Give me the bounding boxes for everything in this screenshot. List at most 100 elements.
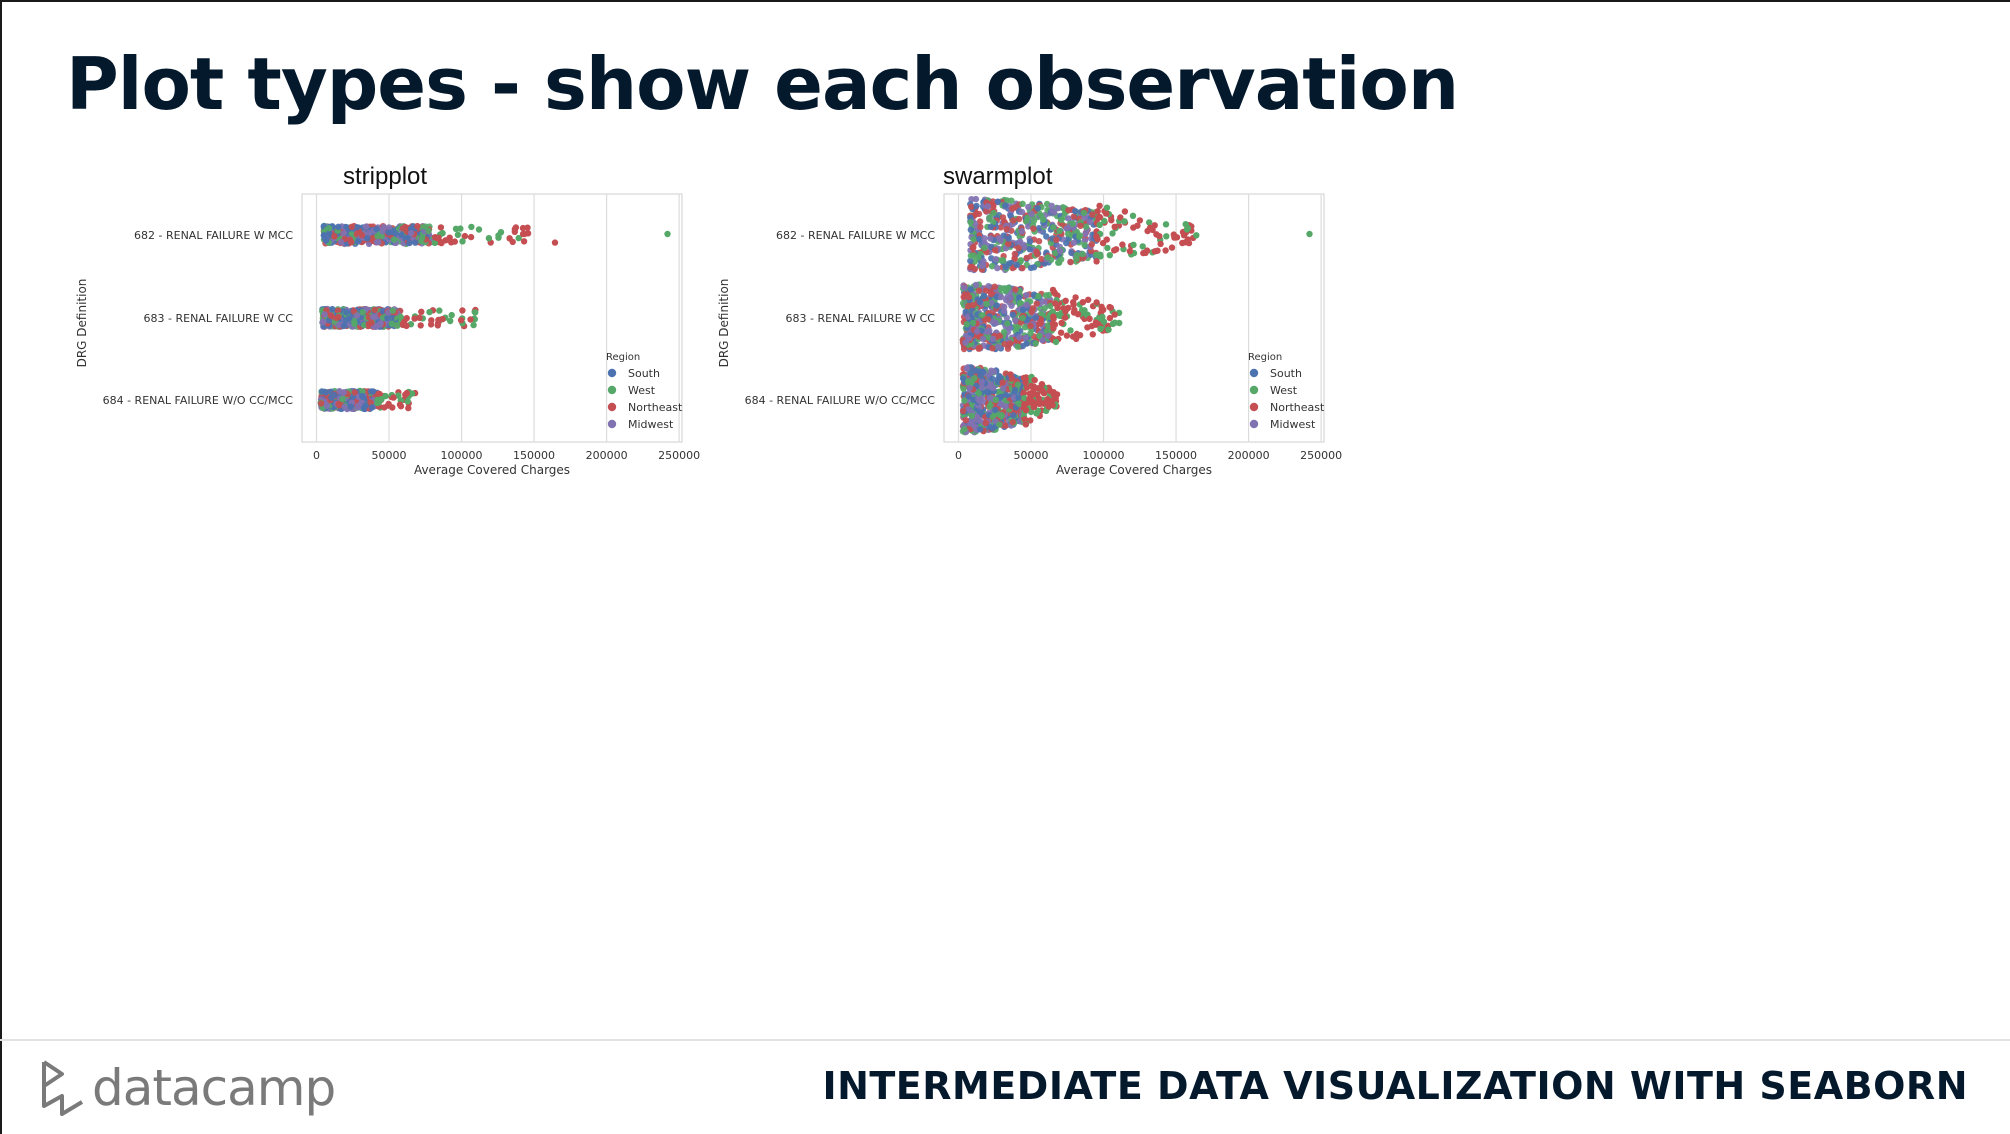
- tail-point-1-0: [1108, 217, 1115, 224]
- tail-point-1-2: [1020, 390, 1027, 397]
- data-point-1-0: [1015, 244, 1022, 252]
- data-point-1-0: [1050, 224, 1057, 231]
- tail-point-1-1: [1092, 319, 1100, 326]
- data-point-1-0: [1049, 207, 1056, 215]
- data-point-0-0: [325, 225, 333, 232]
- tail-point-1-0: [1111, 223, 1118, 230]
- data-point-0-0: [406, 239, 413, 247]
- tail-point-1-0: [1121, 218, 1128, 225]
- data-point-1-0: [967, 219, 974, 226]
- data-point-0-1: [389, 307, 396, 314]
- tail-point-1-1: [1074, 311, 1082, 318]
- tail-point-0-0: [439, 229, 446, 237]
- data-point-0-0: [412, 239, 419, 246]
- data-point-1-0: [1057, 216, 1065, 223]
- x-tick-label-0-1: 50000: [372, 449, 407, 462]
- tail-point-1-1: [1106, 303, 1113, 311]
- tail-point-1-1: [1093, 299, 1100, 306]
- tail-point-1-2: [1042, 399, 1049, 406]
- data-point-1-0: [1076, 232, 1084, 239]
- tail-point-0-0: [551, 239, 559, 246]
- data-point-1-2: [1000, 385, 1007, 392]
- data-point-1-1: [1044, 322, 1052, 329]
- tail-point-1-0: [1121, 208, 1129, 215]
- tail-point-1-0: [1130, 241, 1137, 248]
- tail-point-0-0: [437, 224, 445, 231]
- tail-point-1-1: [1067, 327, 1074, 334]
- data-point-1-0: [1055, 205, 1062, 212]
- data-point-0-0: [380, 224, 387, 231]
- data-point-1-2: [963, 365, 970, 372]
- tail-point-1-0: [1182, 221, 1189, 228]
- data-point-1-2: [961, 426, 968, 433]
- data-point-1-2: [976, 426, 984, 433]
- data-point-1-0: [1053, 236, 1060, 243]
- tail-point-1-0: [1154, 247, 1161, 254]
- data-point-0-2: [335, 400, 342, 408]
- tail-point-1-2: [1039, 387, 1046, 394]
- legend-marker-0-1: [607, 385, 617, 395]
- data-point-1-0: [1082, 223, 1090, 230]
- data-point-1-0: [1025, 223, 1032, 230]
- data-point-1-1: [1016, 294, 1023, 301]
- tail-point-1-2: [1022, 374, 1030, 381]
- tail-point-0-0: [515, 234, 522, 242]
- tail-point-0-0: [506, 235, 513, 242]
- tail-point-1-2: [1026, 390, 1033, 397]
- x-tick-label-0-4: 200000: [586, 449, 628, 462]
- data-point-1-1: [1035, 293, 1042, 300]
- data-point-1-1: [1045, 332, 1052, 339]
- data-point-1-0: [987, 235, 994, 242]
- data-point-1-2: [1010, 412, 1017, 419]
- tail-point-1-1: [1086, 315, 1093, 322]
- tail-point-1-0: [1103, 204, 1111, 211]
- data-point-1-2: [996, 421, 1003, 428]
- data-point-0-0: [390, 236, 398, 243]
- data-point-1-0: [1035, 238, 1043, 245]
- tail-point-1-0: [1093, 233, 1100, 240]
- data-point-1-1: [1023, 340, 1030, 347]
- x-tick-label-1-0: 0: [955, 449, 962, 462]
- tail-point-0-1: [436, 307, 443, 314]
- data-point-1-0: [1081, 241, 1088, 249]
- data-point-1-1: [1006, 340, 1014, 347]
- data-point-1-2: [988, 367, 995, 374]
- data-point-1-0: [1002, 202, 1009, 209]
- data-point-1-2: [959, 375, 967, 382]
- tail-point-1-2: [1050, 391, 1057, 398]
- data-point-0-1: [368, 319, 375, 326]
- data-point-0-0: [365, 230, 373, 237]
- tail-point-1-1: [1052, 338, 1060, 346]
- data-point-1-1: [1012, 286, 1019, 293]
- data-point-1-1: [1017, 299, 1024, 307]
- tail-point-1-2: [1022, 379, 1029, 386]
- data-point-1-0: [997, 224, 1004, 231]
- slide-frame-left: [0, 0, 2, 1134]
- tail-point-1-0: [1163, 233, 1170, 240]
- legend-label-1-3: Midwest: [1270, 418, 1316, 431]
- data-point-1-2: [975, 396, 982, 403]
- legend-marker-0-3: [607, 419, 617, 429]
- data-point-1-0: [1030, 225, 1037, 232]
- tail-point-1-1: [1057, 329, 1065, 336]
- data-point-1-0: [1000, 232, 1007, 239]
- data-point-1-2: [965, 406, 972, 413]
- data-point-1-2: [978, 378, 985, 385]
- y-tick-label-1-2: 684 - RENAL FAILURE W/O CC/MCC: [745, 394, 936, 407]
- data-point-1-0: [1009, 205, 1016, 212]
- data-point-0-0: [373, 225, 380, 233]
- tail-point-1-0: [1140, 249, 1147, 257]
- tail-point-0-0: [438, 239, 445, 247]
- data-point-1-1: [1008, 302, 1015, 309]
- tail-point-0-1: [401, 318, 408, 326]
- data-point-1-0: [988, 263, 996, 270]
- data-point-1-0: [976, 235, 983, 243]
- data-point-1-0: [1052, 249, 1059, 257]
- data-point-1-0: [977, 223, 984, 231]
- tail-point-0-1: [418, 308, 425, 315]
- data-point-1-2: [1015, 394, 1022, 401]
- tail-point-0-0: [468, 223, 475, 231]
- data-point-1-2: [1014, 381, 1022, 388]
- data-point-1-2: [996, 372, 1003, 380]
